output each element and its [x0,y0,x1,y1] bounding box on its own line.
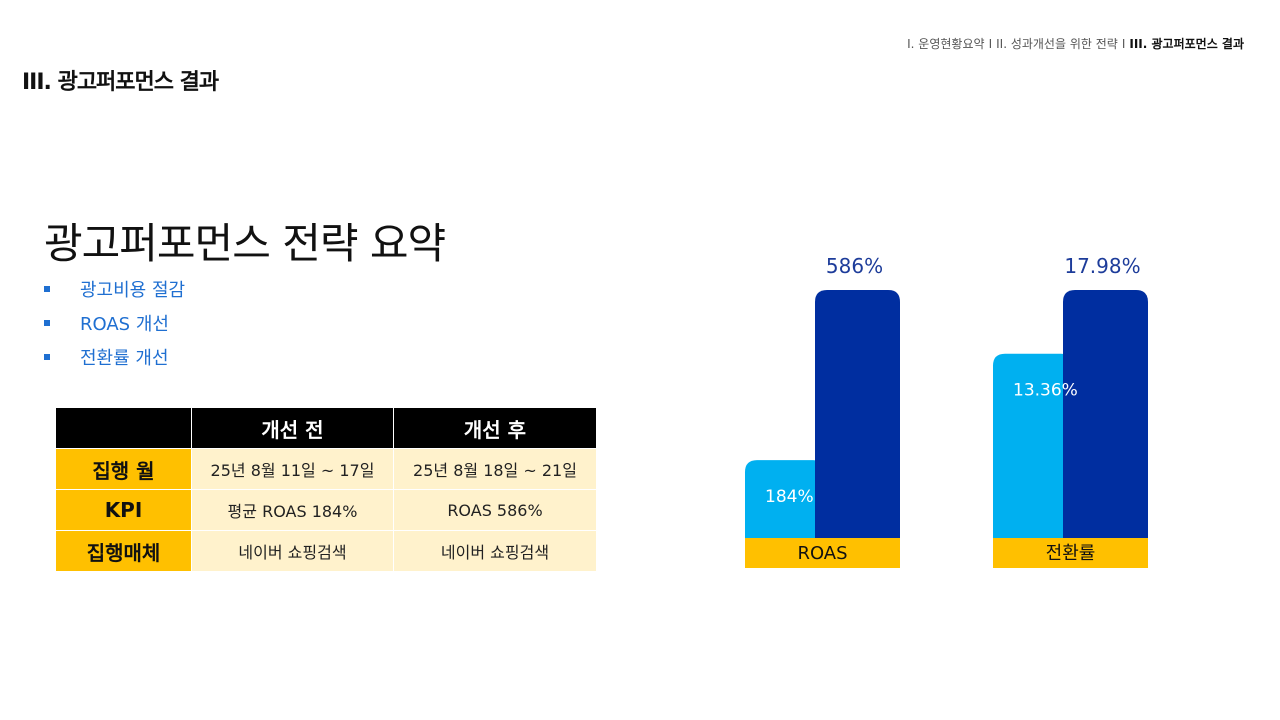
bullet-item: 전환률 개선 [44,340,185,374]
bullet-text: ROAS 개선 [80,314,169,335]
cell-after: 네이버 쇼핑검색 [393,530,597,572]
table-header-after: 개선 후 [393,407,597,449]
row-label: KPI [55,489,192,531]
table-row: KPI 평균 ROAS 184% ROAS 586% [55,489,597,531]
bullet-text: 전환률 개선 [80,348,169,369]
category-label: ROAS [797,543,847,564]
bullet-square-icon [44,320,50,326]
bullet-list: 광고비용 절감 ROAS 개선 전환률 개선 [44,272,185,374]
value-label-after: 586% [826,254,883,278]
breadcrumb: I. 운영현황요약 I II. 성과개선을 위한 전략 I III. 광고퍼포먼스 결과 [907,35,1244,52]
table-header-row: 개선 전 개선 후 [55,407,597,449]
cell-after: ROAS 586% [393,489,597,531]
breadcrumb-separator: I [1121,37,1126,51]
bullet-item: ROAS 개선 [44,306,185,340]
bar-after [815,290,900,538]
category-label: 전환률 [1046,543,1096,564]
bullet-square-icon [44,354,50,360]
value-label-after: 17.98% [1064,254,1140,278]
cell-before: 평균 ROAS 184% [191,489,394,531]
bullet-item: 광고비용 절감 [44,272,185,306]
table-row: 집행 월 25년 8월 11일 ~ 17일 25년 8월 18일 ~ 21일 [55,448,597,490]
breadcrumb-separator: I [988,37,993,51]
breadcrumb-item-summary[interactable]: I. 운영현황요약 [907,37,985,51]
breadcrumb-item-current[interactable]: III. 광고퍼포먼스 결과 [1129,37,1244,51]
breadcrumb-item-strategy[interactable]: II. 성과개선을 위한 전략 [996,37,1118,51]
page-title: III. 광고퍼포먼스 결과 [22,70,219,95]
row-label: 집행매체 [55,530,192,572]
table-row: 집행매체 네이버 쇼핑검색 네이버 쇼핑검색 [55,530,597,572]
category-band [993,538,1148,568]
cell-after: 25년 8월 18일 ~ 21일 [393,448,597,490]
bar-before [745,460,825,538]
bullet-square-icon [44,286,50,292]
kpi-comparison-table: 개선 전 개선 후 집행 월 25년 8월 11일 ~ 17일 25년 8월 1… [55,407,597,572]
comparison-bar-chart: ROAS 184% 586% 전환률 13.36% 17.98% [745,254,1148,568]
bar-after [1063,290,1148,538]
category-band [745,538,900,568]
cell-before: 네이버 쇼핑검색 [191,530,394,572]
section-heading: 광고퍼포먼스 전략 요약 [44,219,446,268]
row-label: 집행 월 [55,448,192,490]
value-label-before: 13.36% [1013,381,1078,401]
value-label-before: 184% [765,487,814,507]
table-header-before: 개선 전 [191,407,394,449]
bullet-text: 광고비용 절감 [80,280,186,301]
bar-before [993,353,1073,538]
cell-before: 25년 8월 11일 ~ 17일 [191,448,394,490]
table-header-corner [55,407,192,449]
